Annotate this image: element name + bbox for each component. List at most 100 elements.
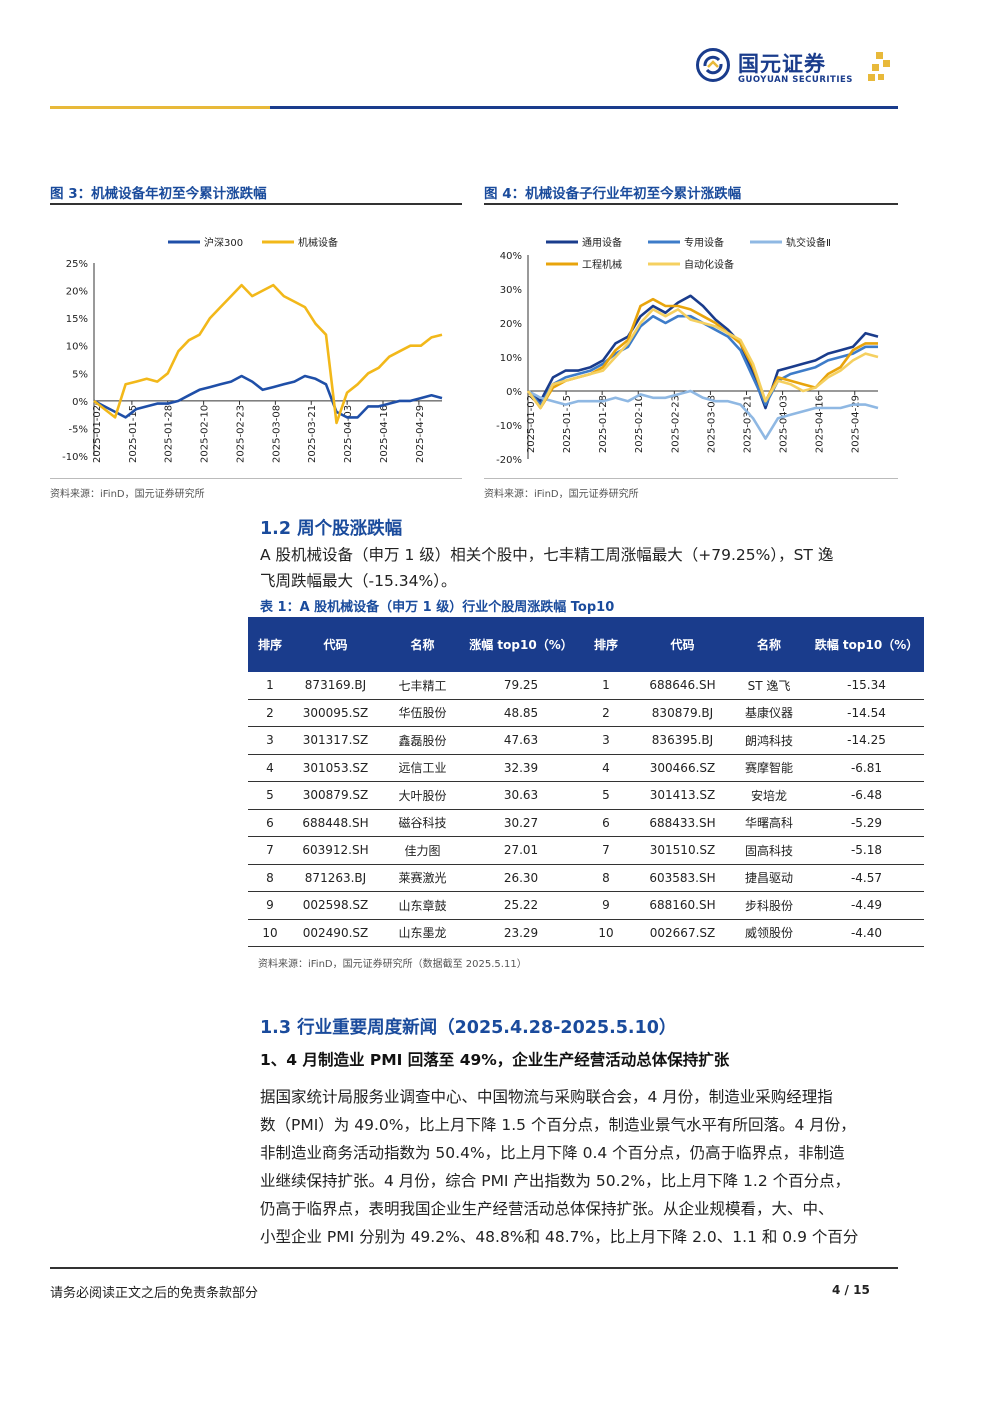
table-cell: 3 — [576, 726, 636, 755]
x-tick-label: 2025-04-29 — [851, 395, 862, 453]
table-cell: 8 — [576, 864, 636, 892]
series-line — [527, 294, 879, 410]
section-heading-1-2: 1.2 周个股涨跌幅 — [260, 519, 403, 539]
table1-source: 资料来源：iFinD，国元证券研究所（数据截至 2025.5.11） — [258, 959, 527, 970]
table-cell: 7 — [248, 836, 292, 865]
y-tick-label: -10% — [62, 452, 88, 463]
x-tick-label: 2025-03-08 — [271, 405, 282, 463]
table-cell: 25.22 — [466, 891, 576, 920]
table-cell: 安培龙 — [729, 781, 809, 810]
para-line: 据国家统计局服务业调查中心、中国物流与采购联合会，4 月份，制造业采购经理指 — [260, 1088, 833, 1106]
table-cell: 300466.SZ — [636, 754, 729, 782]
y-tick-label: 15% — [66, 314, 88, 325]
table-cell: -6.48 — [809, 781, 924, 810]
page-number: 4 / 15 — [832, 1283, 870, 1297]
series-line — [527, 389, 879, 440]
table-cell: 华曙高科 — [729, 809, 809, 837]
para-line: 业继续保持扩张。4 月份，综合 PMI 产出指数为 50.2%，比上月下降 1.… — [260, 1172, 851, 1190]
table-cell: 9 — [576, 891, 636, 920]
table-row: 6 688448.SH 磁谷科技 30.27 6 688433.SH 华曙高科 -5.29 — [248, 809, 924, 837]
table-row: 4 301053.SZ 远信工业 32.39 4 300466.SZ 赛摩智能 -6.81 — [248, 754, 924, 782]
para-line: 非制造业商务活动指数为 50.4%，比上月下降 0.4 个百分点，仍高于临界点，… — [260, 1144, 845, 1162]
fig3-rule — [50, 203, 462, 205]
footer-rule — [50, 1267, 898, 1269]
table-cell: 301413.SZ — [636, 781, 729, 810]
logo-accent-icon — [868, 52, 890, 81]
header-rule-gold — [50, 106, 270, 109]
table-cell: 79.25 — [466, 672, 576, 700]
table-cell: 873169.BJ — [292, 672, 379, 700]
para-line: 数（PMI）为 49.0%，比上月下降 1.5 个百分点，制造业景气水平有所回落… — [260, 1116, 856, 1134]
table-cell: 捷昌驱动 — [729, 864, 809, 892]
table-header-cell: 排序 — [576, 617, 636, 672]
y-tick-label: -10% — [496, 421, 522, 432]
fig3-title: 图 3：机械设备年初至今累计涨跌幅 — [50, 186, 267, 202]
table-cell: 688160.SH — [636, 891, 729, 920]
table-cell: 1 — [248, 672, 292, 700]
table-cell: 32.39 — [466, 754, 576, 782]
table-cell: 603912.SH — [292, 836, 379, 865]
table-cell: 远信工业 — [379, 754, 466, 782]
section-heading-1-3: 1.3 行业重要周度新闻（2025.4.28-2025.5.10） — [260, 1018, 677, 1038]
x-tick-label: 2025-04-29 — [415, 405, 426, 463]
table-row: 10 002490.SZ 山东墨龙 23.29 10 002667.SZ 威领股份 -4.40 — [248, 919, 924, 947]
series-line — [93, 283, 443, 425]
y-tick-label: 0% — [72, 397, 88, 408]
x-tick-label: 2025-02-23 — [670, 395, 681, 453]
table-cell: 华伍股份 — [379, 699, 466, 727]
table-cell: 磁谷科技 — [379, 809, 466, 837]
table-cell: 002598.SZ — [292, 891, 379, 920]
table-row: 8 871263.BJ 莱赛激光 26.30 8 603583.SH 捷昌驱动 -4.57 — [248, 864, 924, 892]
table-cell: 鑫磊股份 — [379, 726, 466, 755]
y-tick-label: 10% — [500, 353, 522, 364]
para-line: A 股机械设备（申万 1 级）相关个股中，七丰精工周涨幅最大（+79.25%），… — [260, 546, 834, 564]
legend-label: 沪深300 — [204, 236, 243, 249]
legend-label: 轨交设备Ⅱ — [786, 236, 831, 249]
y-tick-label: 25% — [66, 259, 88, 270]
table-cell: 1 — [576, 672, 636, 700]
para-line: 小型企业 PMI 分别为 49.2%、48.8%和 48.7%，比上月下降 2.… — [260, 1228, 859, 1246]
table-cell: -15.34 — [809, 672, 924, 700]
table-cell: 莱赛激光 — [379, 864, 466, 892]
table1-title: 表 1：A 股机械设备（申万 1 级）行业个股周涨跌幅 Top10 — [260, 600, 615, 615]
table-cell: 威领股份 — [729, 919, 809, 947]
table-row: 7 603912.SH 佳力图 27.01 7 301510.SZ 固高科技 -5.18 — [248, 836, 924, 865]
table-cell: -14.25 — [809, 726, 924, 755]
x-tick-label: 2025-01-02 — [526, 395, 537, 453]
table-header-cell: 名称 — [729, 617, 809, 672]
table-cell: 固高科技 — [729, 836, 809, 865]
news1-title: 1、4 月制造业 PMI 回落至 49%，企业生产经营活动总体保持扩张 — [260, 1051, 730, 1069]
legend-label: 机械设备 — [298, 236, 338, 249]
table-cell: 山东墨龙 — [379, 919, 466, 947]
table-cell: -4.57 — [809, 864, 924, 892]
x-tick-label: 2025-03-21 — [307, 405, 318, 463]
table-cell: 603583.SH — [636, 864, 729, 892]
news1-body: 据国家统计局服务业调查中心、中国物流与采购联合会，4 月份，制造业采购经理指数（… — [260, 1083, 900, 1251]
table-cell: 3 — [248, 726, 292, 755]
table-header-cell: 名称 — [379, 617, 466, 672]
table-cell: 002490.SZ — [292, 919, 379, 947]
logo-icon — [696, 48, 730, 82]
table-cell: 赛摩智能 — [729, 754, 809, 782]
table-cell: 301053.SZ — [292, 754, 379, 782]
table-cell: ST 逸飞 — [729, 672, 809, 700]
table-body: 1 873169.BJ 七丰精工 79.25 1 688646.SH ST 逸飞 -15.34… — [248, 672, 924, 947]
table-cell: 10 — [576, 919, 636, 947]
x-tick-label: 2025-01-15 — [128, 405, 139, 463]
table-cell: 688646.SH — [636, 672, 729, 700]
table-cell: 30.63 — [466, 781, 576, 810]
table-cell: 5 — [576, 781, 636, 810]
table-cell: 七丰精工 — [379, 672, 466, 700]
x-tick-label: 2025-01-15 — [562, 395, 573, 453]
legend-label: 工程机械 — [582, 258, 622, 271]
table-cell: 830879.BJ — [636, 699, 729, 727]
table-row: 9 002598.SZ 山东章鼓 25.22 9 688160.SH 步科股份 -4.49 — [248, 891, 924, 920]
stock-movers-table: 排序 代码 名称 涨幅 top10（%） 排序 代码 名称 跌幅 top10（%） 1 8731… — [248, 617, 924, 947]
table-cell: 8 — [248, 864, 292, 892]
x-tick-label: 2025-04-03 — [779, 395, 790, 453]
table-header-cell: 跌幅 top10（%） — [809, 617, 924, 672]
x-tick-label: 2025-01-28 — [164, 405, 175, 463]
table-cell: 301510.SZ — [636, 836, 729, 865]
table-cell: 9 — [248, 891, 292, 920]
table-row: 3 301317.SZ 鑫磊股份 47.63 3 836395.BJ 朗鸿科技 -14.25 — [248, 726, 924, 755]
